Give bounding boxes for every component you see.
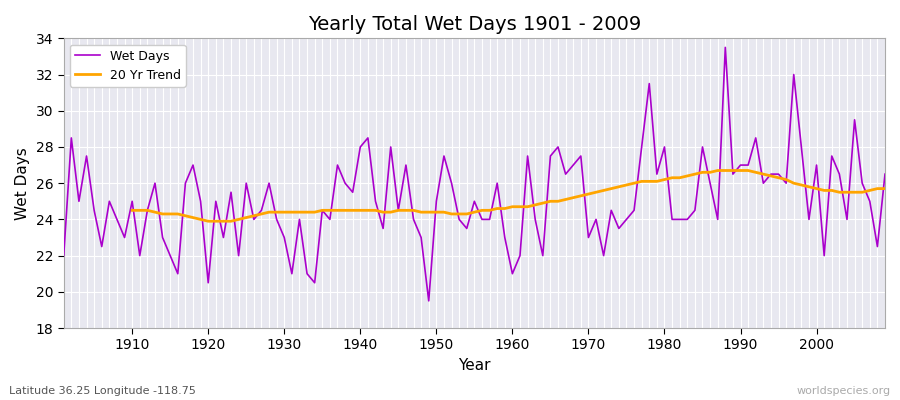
- 20 Yr Trend: [522, 204, 533, 209]
- Wet Days: [286, 271, 297, 276]
- Wet Days: [332, 163, 343, 168]
- Line: Wet Days: Wet Days: [64, 47, 885, 301]
- X-axis label: Year: Year: [458, 358, 491, 373]
- 20 Yr Trend: [310, 210, 320, 214]
- Text: worldspecies.org: worldspecies.org: [796, 386, 891, 396]
- Text: Latitude 36.25 Longitude -118.75: Latitude 36.25 Longitude -118.75: [9, 386, 196, 396]
- 20 Yr Trend: [879, 186, 890, 191]
- Legend: Wet Days, 20 Yr Trend: Wet Days, 20 Yr Trend: [70, 44, 186, 87]
- Wet Days: [879, 172, 890, 176]
- Wet Days: [507, 271, 517, 276]
- 20 Yr Trend: [834, 190, 845, 195]
- Wet Days: [720, 45, 731, 50]
- Wet Days: [119, 235, 130, 240]
- Title: Yearly Total Wet Days 1901 - 2009: Yearly Total Wet Days 1901 - 2009: [308, 15, 641, 34]
- 20 Yr Trend: [127, 208, 138, 213]
- 20 Yr Trend: [857, 190, 868, 195]
- 20 Yr Trend: [712, 168, 723, 173]
- Wet Days: [515, 253, 526, 258]
- Line: 20 Yr Trend: 20 Yr Trend: [132, 170, 885, 221]
- Wet Days: [58, 253, 69, 258]
- Y-axis label: Wet Days: Wet Days: [15, 147, 30, 220]
- Wet Days: [423, 298, 434, 303]
- 20 Yr Trend: [583, 192, 594, 196]
- 20 Yr Trend: [202, 219, 213, 224]
- 20 Yr Trend: [279, 210, 290, 214]
- Wet Days: [606, 208, 616, 213]
